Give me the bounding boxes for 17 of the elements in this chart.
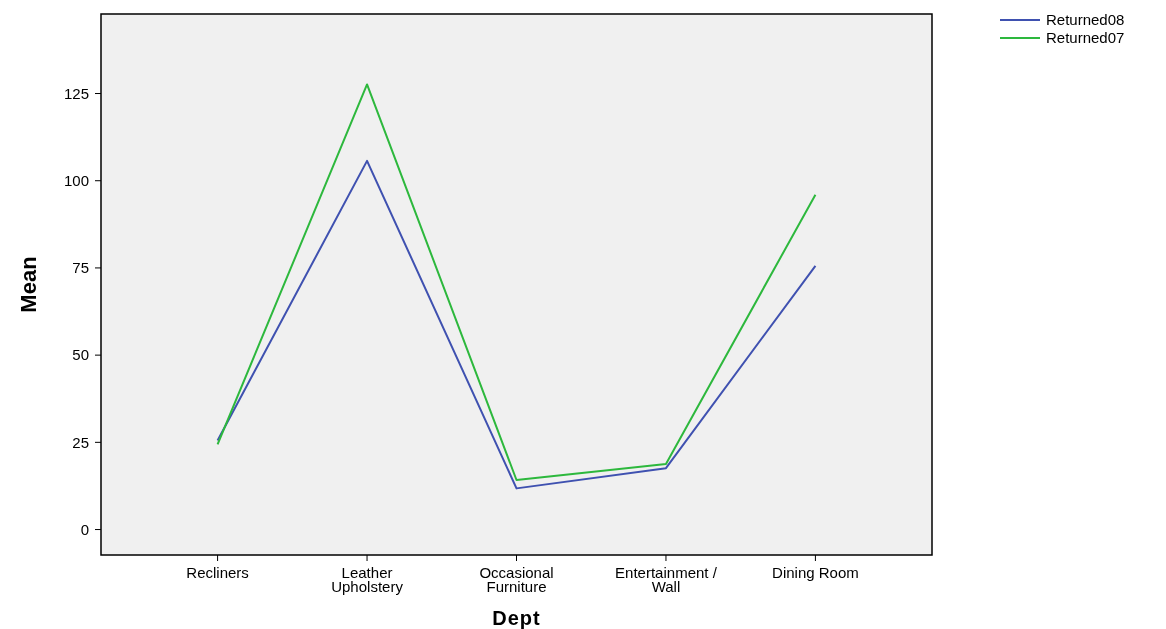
legend-label: Returned08 [1046, 11, 1125, 29]
y-tick-label: 75 [72, 259, 89, 277]
y-tick-label: 100 [63, 171, 89, 189]
y-tick-label: 125 [63, 84, 89, 102]
y-tick-label: 25 [72, 433, 89, 451]
x-tick-label: Leather Upholstery [331, 564, 404, 595]
x-tick-label: Dining Room [772, 564, 859, 581]
y-tick-label: 50 [72, 346, 89, 364]
line-series [216, 159, 817, 490]
x-tick-label: Entertainment / Wall [615, 564, 718, 595]
legend-label: Returned07 [1046, 29, 1125, 47]
y-tick-label: 0 [80, 520, 89, 538]
y-axis-title: Mean [16, 256, 41, 313]
x-tick-label: Occasional Furniture [479, 564, 554, 595]
x-axis-title: Dept [492, 607, 541, 629]
line-series [216, 83, 817, 482]
x-tick-label: Recliners [186, 564, 249, 581]
